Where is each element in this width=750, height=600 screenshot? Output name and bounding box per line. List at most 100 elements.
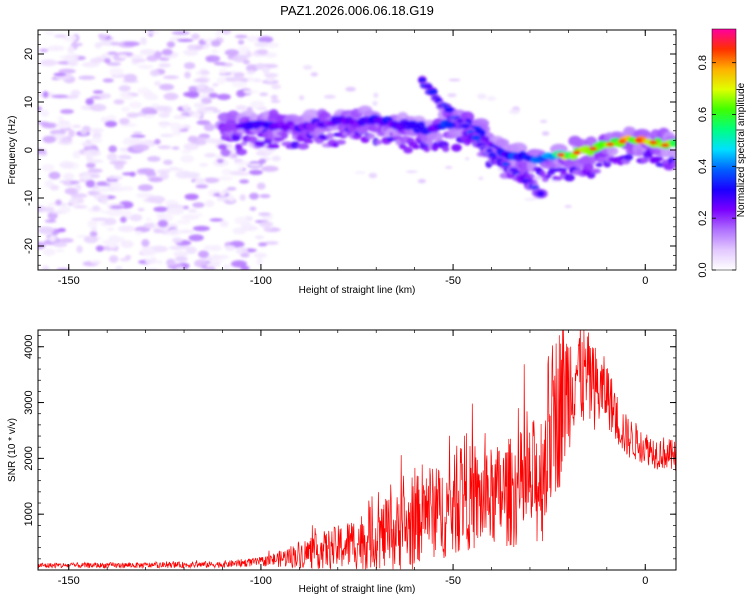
noise-blob xyxy=(115,266,123,270)
noise-blob xyxy=(159,133,174,138)
noise-blob xyxy=(203,245,212,251)
noise-blob xyxy=(42,265,50,270)
noise-blob xyxy=(117,225,136,233)
noise-blob xyxy=(345,86,356,92)
noise-blob xyxy=(405,170,418,173)
noise-blob xyxy=(107,240,118,249)
noise-blob xyxy=(137,64,153,70)
noise-blob xyxy=(108,145,117,153)
noise-blob xyxy=(259,92,269,97)
noise-blob xyxy=(155,105,169,112)
noise-blob xyxy=(86,162,96,169)
noise-blob xyxy=(207,259,225,263)
snr-background xyxy=(38,330,676,570)
noise-blob xyxy=(192,202,205,208)
noise-blob xyxy=(221,168,232,176)
snr-panel: -150 -100 -50 0 1000 2000 3000 4000 Height of … xyxy=(7,329,677,595)
noise-blob xyxy=(98,93,112,99)
x-tick-label: -50 xyxy=(445,575,461,587)
noise-blob xyxy=(200,70,210,75)
noise-blob xyxy=(72,150,81,159)
noise-blob xyxy=(194,178,207,185)
noise-blob xyxy=(256,257,263,266)
noise-blob xyxy=(204,266,216,270)
noise-blob xyxy=(100,34,109,39)
noise-blob xyxy=(49,235,57,242)
noise-blob xyxy=(180,155,195,163)
noise-blob xyxy=(107,227,115,232)
noise-blob xyxy=(113,187,125,192)
ridge-peak xyxy=(606,142,615,147)
noise-blob xyxy=(140,37,147,46)
noise-blob xyxy=(93,187,111,193)
ridge-halo xyxy=(426,132,444,141)
ridge-halo xyxy=(267,143,280,149)
noise-blob xyxy=(154,81,162,86)
noise-blob xyxy=(199,163,209,167)
noise-blob xyxy=(61,136,71,144)
noise-blob xyxy=(89,230,98,238)
noise-blob xyxy=(129,101,142,109)
noise-blob xyxy=(146,55,159,62)
colorbar-tick-label: 0.6 xyxy=(697,107,709,122)
ridge-peak xyxy=(634,138,643,143)
noise-blob xyxy=(184,71,191,79)
noise-blob xyxy=(232,227,247,235)
noise-blob xyxy=(173,115,188,120)
noise-blob xyxy=(250,100,265,109)
noise-blob xyxy=(214,62,226,66)
noise-blob xyxy=(212,83,219,87)
ridge-halo xyxy=(624,153,634,161)
y-tick-label: 10 xyxy=(23,96,35,108)
noise-blob xyxy=(478,176,484,180)
noise-blob xyxy=(211,49,219,54)
noise-blob xyxy=(109,205,125,210)
noise-blob xyxy=(216,76,227,85)
ridge-halo xyxy=(539,170,546,178)
noise-blob xyxy=(239,48,248,56)
noise-blob xyxy=(44,31,55,35)
ridge-core xyxy=(669,138,676,148)
noise-blob xyxy=(193,102,205,109)
noise-blob xyxy=(58,205,71,214)
noise-blob xyxy=(249,192,259,200)
branch-core xyxy=(444,106,455,113)
noise-blob xyxy=(55,122,72,129)
noise-blob xyxy=(183,91,198,98)
noise-blob xyxy=(166,258,176,267)
noise-blob xyxy=(91,227,97,232)
noise-blob xyxy=(194,259,207,268)
x-tick-label: -150 xyxy=(58,575,80,587)
noise-blob xyxy=(159,83,175,91)
noise-blob xyxy=(83,235,99,244)
noise-blob xyxy=(216,197,231,202)
noise-blob xyxy=(80,129,88,135)
y-tick-label: 0 xyxy=(23,147,35,153)
noise-blob xyxy=(132,131,143,135)
noise-blob xyxy=(259,221,274,228)
noise-blob xyxy=(70,89,81,97)
ridge-halo xyxy=(653,156,664,161)
noise-blob xyxy=(183,171,201,179)
noise-blob xyxy=(64,187,79,195)
ridge-halo xyxy=(303,139,314,144)
y-tick-label: -10 xyxy=(23,190,35,206)
y-tick-label: 4000 xyxy=(23,335,35,359)
noise-blob xyxy=(162,75,179,80)
colorbar-scale xyxy=(711,28,737,271)
noise-blob xyxy=(372,100,378,106)
noise-blob xyxy=(183,143,199,151)
ridge-halo xyxy=(235,148,247,156)
noise-blob xyxy=(243,90,259,94)
noise-blob xyxy=(118,85,131,92)
noise-blob xyxy=(97,183,111,187)
noise-blob xyxy=(192,225,210,232)
noise-blob xyxy=(42,248,56,256)
noise-blob xyxy=(92,205,100,211)
noise-blob xyxy=(89,128,104,133)
noise-blob xyxy=(238,39,245,45)
noise-blob xyxy=(232,54,248,63)
noise-blob xyxy=(258,242,268,247)
ridge-halo xyxy=(254,140,266,147)
noise-blob xyxy=(106,62,122,66)
